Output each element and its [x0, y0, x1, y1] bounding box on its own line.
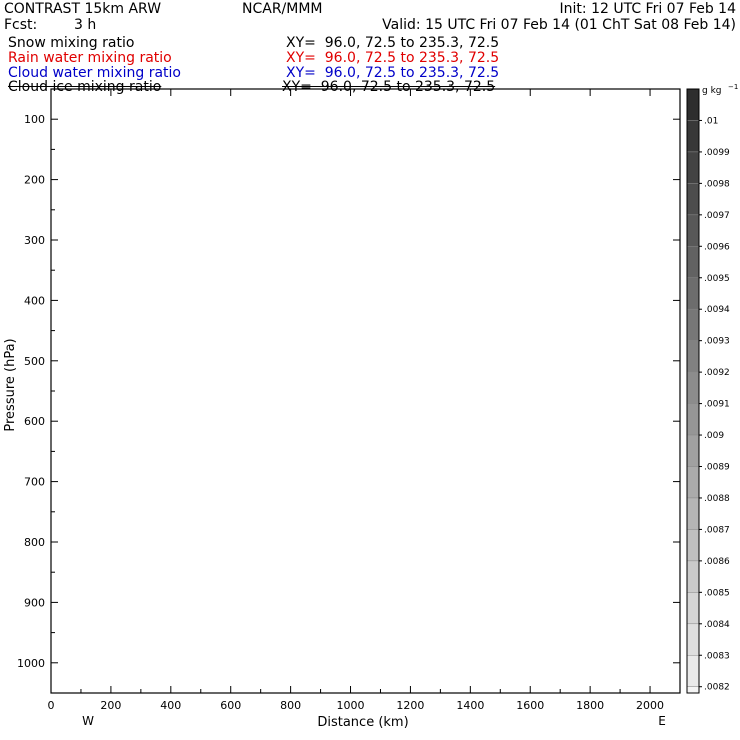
- colorbar-swatch: [686, 560, 700, 593]
- colorbar-tick-label: .0091: [704, 400, 730, 410]
- colorbar-swatch: [686, 88, 700, 121]
- y-axis-label: Pressure (hPa): [3, 338, 18, 431]
- x-tick-label: 1800: [576, 699, 604, 712]
- x-tick-label: 800: [280, 699, 301, 712]
- x-tick-label: 2000: [636, 699, 664, 712]
- y-tick-label: 100: [24, 113, 45, 126]
- org-label: NCAR/MMM: [242, 1, 323, 17]
- x-tick-label: 1600: [516, 699, 544, 712]
- y-tick-label: 800: [24, 536, 45, 549]
- forecast-hours: 3 h: [74, 17, 97, 33]
- plot-frame: [50, 88, 681, 694]
- legend-snow-xy: XY= 96.0, 72.5 to 235.3, 72.5: [286, 35, 500, 51]
- legend-cloudwater-name: Cloud water mixing ratio: [8, 65, 181, 81]
- colorbar-swatch: [686, 623, 700, 656]
- colorbar-tick-label: .0092: [704, 368, 730, 378]
- legend-cloudice-name: Cloud ice mixing ratio: [8, 79, 162, 95]
- colorbar-swatch: [686, 277, 700, 310]
- x-axis-label: Distance (km): [317, 715, 408, 730]
- colorbar-tick-label: .0098: [704, 179, 730, 189]
- colorbar-swatch: [686, 151, 700, 184]
- west-label: W: [82, 714, 94, 728]
- colorbar-swatch: [686, 686, 700, 694]
- colorbar-swatch: [686, 434, 700, 467]
- colorbar-tick-label: .0093: [704, 337, 730, 347]
- plot-background: [51, 89, 680, 693]
- legend-snow-name: Snow mixing ratio: [8, 35, 135, 51]
- legend-cloudwater-xy: XY= 96.0, 72.5 to 235.3, 72.5: [286, 65, 500, 81]
- colorbar-swatch: [686, 592, 700, 625]
- colorbar-tick-label: .0084: [704, 620, 730, 630]
- colorbar-swatch: [686, 403, 700, 436]
- legend-rain-name: Rain water mixing ratio: [8, 50, 172, 66]
- colorbar-swatch: [686, 120, 700, 153]
- colorbar-swatch: [686, 466, 700, 499]
- colorbar-tick-label: .0086: [704, 557, 730, 567]
- colorbar-swatch: [686, 214, 700, 247]
- colorbar-tick-label: .01: [704, 116, 718, 126]
- y-tick-label: 400: [24, 294, 45, 307]
- axes: 0 200 400 600 800 1000 1200 1400 1600 1800 2000 100…: [17, 89, 680, 712]
- x-tick-label: 400: [160, 699, 181, 712]
- legend-rain-xy: XY= 96.0, 72.5 to 235.3, 72.5: [286, 50, 500, 66]
- colorbar-unit: g kg: [702, 86, 722, 96]
- y-tick-label: 700: [24, 476, 45, 489]
- y-tick-label: 1000: [17, 657, 45, 670]
- colorbar-swatch: [686, 246, 700, 279]
- colorbar-swatch: [686, 340, 700, 373]
- colorbar-swatch: [686, 497, 700, 530]
- east-label: E: [658, 714, 666, 728]
- colorbar-tick-label: .0087: [704, 525, 730, 535]
- colorbar-border: [686, 88, 700, 694]
- y-tick-label: 200: [24, 174, 45, 187]
- colorbar-swatch: [686, 308, 700, 341]
- colorbar-swatch: [686, 655, 700, 687]
- x-tick-label: 1000: [337, 699, 365, 712]
- colorbar-swatch: [686, 183, 700, 216]
- colorbar-tick-label: .0082: [704, 683, 730, 693]
- colorbar-tick-label: .0095: [704, 274, 730, 284]
- colorbar-tick-label: .0083: [704, 651, 730, 661]
- colorbar-swatch: [686, 371, 700, 404]
- y-tick-label: 500: [24, 355, 45, 368]
- x-tick-label: 200: [100, 699, 121, 712]
- colorbar-tick-label: .0094: [704, 305, 730, 315]
- colorbar: .01 .0099 .0098 .0097 .0096 .0095 .0094 .0093 .0…: [686, 83, 738, 694]
- forecast-label: Fcst:: [4, 17, 38, 33]
- colorbar-tick-label: .009: [704, 431, 724, 441]
- colorbar-swatch: [686, 529, 700, 562]
- model-title: CONTRAST 15km ARW: [4, 1, 162, 17]
- y-tick-label: 900: [24, 596, 45, 609]
- x-tick-label: 600: [220, 699, 241, 712]
- y-tick-label: 600: [24, 415, 45, 428]
- y-tick-label: 300: [24, 234, 45, 247]
- colorbar-unit-exponent: −1: [728, 83, 738, 91]
- colorbar-tick-label: .0085: [704, 588, 730, 598]
- colorbar-tick-label: .0089: [704, 463, 730, 473]
- legend-cloudice-xy: XY= 96.0, 72.5 to 235.3, 72.5: [282, 79, 496, 95]
- colorbar-tick-label: .0096: [704, 242, 730, 252]
- colorbar-tick-label: .0097: [704, 211, 730, 221]
- x-tick-label: 1400: [456, 699, 484, 712]
- x-tick-label: 1200: [396, 699, 424, 712]
- colorbar-tick-label: .0088: [704, 494, 730, 504]
- x-tick-label: 0: [48, 699, 55, 712]
- init-time: Init: 12 UTC Fri 07 Feb 14: [559, 1, 736, 17]
- valid-time: Valid: 15 UTC Fri 07 Feb 14 (01 ChT Sat …: [382, 17, 736, 33]
- colorbar-tick-label: .0099: [704, 148, 730, 158]
